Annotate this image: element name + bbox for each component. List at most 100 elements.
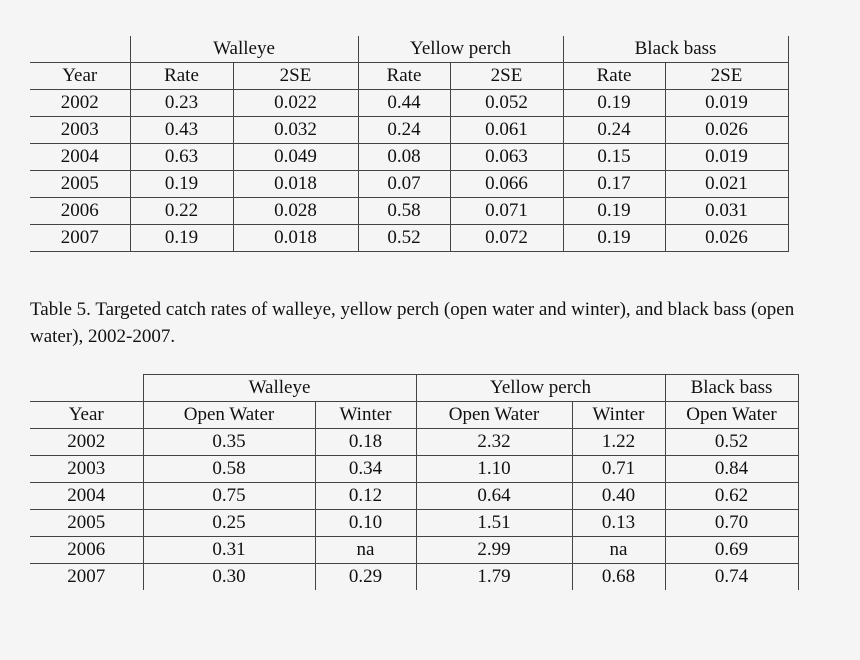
data-row: 2002 0.35 0.18 2.32 1.22 0.52 bbox=[30, 428, 799, 456]
cell: 1.79 bbox=[415, 563, 572, 590]
cell: 0.049 bbox=[232, 143, 358, 171]
cell: 0.24 bbox=[357, 116, 450, 144]
cell: 0.24 bbox=[562, 116, 666, 144]
cell: 0.34 bbox=[314, 455, 416, 483]
column-header: 2SE bbox=[664, 62, 789, 90]
cell: 0.64 bbox=[415, 482, 572, 510]
cell: 0.12 bbox=[314, 482, 416, 510]
column-header: Winter bbox=[314, 401, 416, 429]
blank-cell bbox=[30, 375, 143, 402]
cell: 0.018 bbox=[232, 170, 358, 198]
cell: 0.22 bbox=[129, 197, 233, 225]
cell: 2005 bbox=[30, 170, 130, 198]
cell: 0.58 bbox=[357, 197, 450, 225]
cell: 0.028 bbox=[232, 197, 358, 225]
cell: 0.052 bbox=[449, 89, 564, 117]
cell: 1.22 bbox=[571, 428, 666, 456]
column-header: Open Water bbox=[415, 401, 572, 429]
cell: 2006 bbox=[30, 197, 130, 225]
cell: 0.58 bbox=[142, 455, 315, 483]
cell: 0.19 bbox=[562, 224, 666, 252]
cell: 0.31 bbox=[142, 536, 315, 564]
cell: 0.35 bbox=[142, 428, 315, 456]
cell: 0.68 bbox=[571, 563, 666, 590]
cell: 2004 bbox=[30, 482, 143, 510]
cell: 0.25 bbox=[142, 509, 315, 537]
data-row: 2007 0.30 0.29 1.79 0.68 0.74 bbox=[30, 563, 799, 590]
cell: 2.99 bbox=[415, 536, 572, 564]
column-header-row: Year Rate 2SE Rate 2SE Rate 2SE bbox=[30, 62, 789, 90]
cell: 0.10 bbox=[314, 509, 416, 537]
group-header: Yellow perch bbox=[415, 374, 666, 402]
cell: 2003 bbox=[30, 455, 143, 483]
cell: 0.072 bbox=[449, 224, 564, 252]
cell: 0.71 bbox=[571, 455, 666, 483]
cell: 0.13 bbox=[571, 509, 666, 537]
cell: 0.19 bbox=[129, 170, 233, 198]
cell: 0.84 bbox=[664, 455, 799, 483]
column-header: Rate bbox=[129, 62, 233, 90]
table-caption: Table 5. Targeted catch rates of walleye… bbox=[30, 299, 795, 347]
cell: 0.022 bbox=[232, 89, 358, 117]
cell: 0.62 bbox=[664, 482, 799, 510]
cell: 0.74 bbox=[664, 563, 799, 590]
column-header: Open Water bbox=[142, 401, 315, 429]
blank-cell bbox=[30, 36, 130, 63]
catch-rate-table: Walleye Yellow perch Black bass Year Rate 2SE… bbox=[30, 36, 789, 252]
column-header: Year bbox=[30, 401, 143, 429]
cell: 0.69 bbox=[664, 536, 799, 564]
cell: 0.63 bbox=[129, 143, 233, 171]
cell: 0.70 bbox=[664, 509, 799, 537]
cell: 0.07 bbox=[357, 170, 450, 198]
targeted-catch-table: Walleye Yellow perch Black bass Year Open Wa… bbox=[30, 374, 799, 590]
cell: 0.026 bbox=[664, 224, 789, 252]
cell: 0.08 bbox=[357, 143, 450, 171]
cell: 0.066 bbox=[449, 170, 564, 198]
column-header: Open Water bbox=[664, 401, 799, 429]
cell: 0.019 bbox=[664, 89, 789, 117]
cell: 0.026 bbox=[664, 116, 789, 144]
cell: 2006 bbox=[30, 536, 143, 564]
data-row: 2006 0.31 na 2.99 na 0.69 bbox=[30, 536, 799, 564]
data-row: 2006 0.22 0.028 0.58 0.071 0.19 0.031 bbox=[30, 197, 789, 225]
cell: na bbox=[314, 536, 416, 564]
cell: 0.19 bbox=[562, 89, 666, 117]
cell: 2005 bbox=[30, 509, 143, 537]
column-header: Year bbox=[30, 62, 130, 90]
cell: 2002 bbox=[30, 428, 143, 456]
cell: 0.30 bbox=[142, 563, 315, 590]
cell: 0.019 bbox=[664, 143, 789, 171]
cell: 0.40 bbox=[571, 482, 666, 510]
column-header: 2SE bbox=[232, 62, 358, 90]
data-row: 2002 0.23 0.022 0.44 0.052 0.19 0.019 bbox=[30, 89, 789, 117]
data-row: 2007 0.19 0.018 0.52 0.072 0.19 0.026 bbox=[30, 224, 789, 252]
cell: 1.51 bbox=[415, 509, 572, 537]
data-row: 2004 0.63 0.049 0.08 0.063 0.15 0.019 bbox=[30, 143, 789, 171]
cell: 0.17 bbox=[562, 170, 666, 198]
group-header: Walleye bbox=[129, 36, 358, 63]
cell: na bbox=[571, 536, 666, 564]
cell: 0.071 bbox=[449, 197, 564, 225]
cell: 2007 bbox=[30, 563, 143, 590]
cell: 0.23 bbox=[129, 89, 233, 117]
column-header: Rate bbox=[562, 62, 666, 90]
cell: 0.19 bbox=[129, 224, 233, 252]
group-header: Yellow perch bbox=[357, 36, 564, 63]
data-row: 2004 0.75 0.12 0.64 0.40 0.62 bbox=[30, 482, 799, 510]
data-row: 2003 0.43 0.032 0.24 0.061 0.24 0.026 bbox=[30, 116, 789, 144]
cell: 1.10 bbox=[415, 455, 572, 483]
cell: 0.44 bbox=[357, 89, 450, 117]
cell: 0.29 bbox=[314, 563, 416, 590]
cell: 0.15 bbox=[562, 143, 666, 171]
cell: 0.75 bbox=[142, 482, 315, 510]
cell: 2004 bbox=[30, 143, 130, 171]
cell: 2007 bbox=[30, 224, 130, 252]
group-header-row: Walleye Yellow perch Black bass bbox=[30, 36, 789, 63]
cell: 0.061 bbox=[449, 116, 564, 144]
cell: 0.19 bbox=[562, 197, 666, 225]
data-row: 2003 0.58 0.34 1.10 0.71 0.84 bbox=[30, 455, 799, 483]
cell: 0.52 bbox=[357, 224, 450, 252]
group-header-row: Walleye Yellow perch Black bass bbox=[30, 374, 799, 402]
cell: 0.021 bbox=[664, 170, 789, 198]
cell: 2.32 bbox=[415, 428, 572, 456]
